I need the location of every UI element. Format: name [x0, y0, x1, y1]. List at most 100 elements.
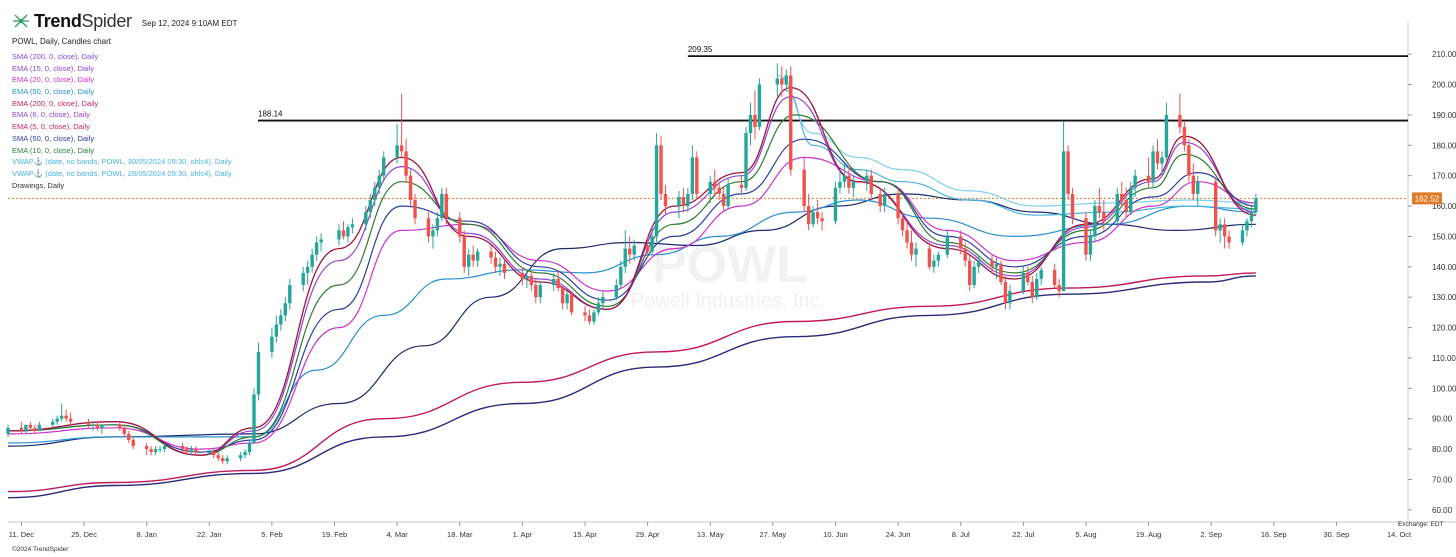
candle-body [994, 263, 999, 267]
candle-body [408, 175, 413, 200]
candle-body [158, 449, 162, 451]
horizontal-level-label: 209.35 [688, 45, 713, 54]
indicator-line [7, 96, 1256, 456]
candle-body [37, 424, 42, 431]
candle-body [1120, 193, 1124, 200]
legend-item[interactable]: SMA (50, 0, close), Daily [12, 133, 95, 143]
candle-body [364, 212, 368, 225]
y-tick-label: 110.00 [1432, 354, 1456, 363]
candle-body [663, 193, 668, 207]
x-tick-label: 8. Jul [952, 530, 970, 539]
legend-item[interactable]: EMA (200, 0, close), Daily [12, 98, 99, 108]
candle-body [86, 421, 91, 425]
candle-body [909, 242, 914, 255]
watermark-symbol: POWL [652, 236, 808, 294]
candle-body [628, 248, 632, 255]
candle-body [592, 312, 596, 322]
candle-body [462, 236, 466, 267]
legend-item[interactable]: EMA (50, 0, close), Daily [12, 87, 95, 97]
y-tick-label: 120.00 [1432, 324, 1456, 333]
x-tick-label: 4. Mar [387, 530, 409, 539]
candle-body [1155, 151, 1160, 164]
candle-body [726, 184, 730, 207]
candle-body [1097, 206, 1102, 213]
candle-body [967, 260, 972, 286]
x-tick-label: 25. Dec [71, 530, 97, 539]
x-tick-label: 15. Apr [573, 530, 597, 539]
legend-item[interactable]: EMA (10, 0, close), Daily [12, 145, 95, 155]
candle-body [382, 157, 386, 176]
candle-body [1240, 230, 1245, 243]
legend-item[interactable]: SMA (200, 0, close), Daily [12, 52, 99, 61]
candle-body [739, 184, 744, 188]
horizontal-level-label: 188.14 [258, 110, 283, 119]
brand-name: TrendSpider [34, 11, 132, 32]
candle-body [288, 285, 292, 304]
candle-body [1115, 193, 1119, 222]
legend-item[interactable]: EMA (6, 0, close), Daily [12, 110, 90, 120]
y-tick-label: 150.00 [1432, 232, 1456, 241]
candle-body [341, 230, 346, 237]
candle-body [243, 452, 247, 456]
candle-body [713, 181, 717, 188]
x-tick-label: 29. Apr [636, 530, 660, 539]
candle-body [493, 257, 498, 267]
candle-body [467, 254, 471, 267]
candle-body [601, 297, 605, 304]
y-tick-label: 140.00 [1432, 263, 1456, 272]
candle-body [865, 175, 869, 182]
candle-body [556, 278, 560, 289]
candle-body [153, 449, 158, 453]
candle-body [373, 187, 377, 200]
candle-body [905, 230, 909, 243]
indicator-line [7, 275, 1256, 499]
x-tick-label: 24. Jun [886, 530, 911, 539]
candle-body [19, 427, 24, 431]
legend-item[interactable]: Drawings, Daily [12, 180, 65, 190]
y-tick-label: 130.00 [1432, 293, 1456, 302]
candle-body [775, 78, 780, 85]
indicator-line [7, 193, 1256, 447]
indicator-line [7, 156, 1256, 450]
candle-body [1191, 175, 1196, 194]
x-tick-label: 5. Aug [1075, 530, 1096, 539]
watermark-company: Powell Industries, Inc. [631, 290, 826, 312]
candle-body [337, 230, 341, 240]
candle-body [1227, 236, 1231, 243]
candle-body [1124, 199, 1128, 213]
legend-item[interactable]: EMA (5, 0, close), Daily [12, 122, 90, 132]
candle-body [6, 427, 10, 434]
indicator-line [777, 74, 1256, 207]
legend-item[interactable]: VWAP⚓ (date, no bands, POWL, 28/05/2024 … [12, 168, 232, 178]
candle-body [279, 315, 283, 325]
candle-body [220, 458, 225, 462]
candle-body [440, 193, 444, 219]
candle-body [757, 84, 762, 128]
legend-item[interactable]: EMA (20, 0, close), Daily [12, 75, 95, 85]
candle-body [144, 446, 149, 450]
candle-body [659, 145, 663, 194]
candle-body [1213, 181, 1218, 231]
candle-body [717, 187, 721, 194]
y-tick-label: 100.00 [1432, 384, 1456, 393]
candle-body [1088, 236, 1093, 255]
legend-item[interactable]: EMA (15, 0, close), Daily [12, 63, 95, 73]
candle-body [927, 248, 932, 267]
legend-item[interactable]: VWAP⚓ (date, no bands, POWL, 30/05/2024 … [12, 157, 232, 167]
candle-body [59, 415, 64, 419]
trendspider-logo-icon [13, 14, 29, 28]
candle-body [314, 242, 319, 255]
candle-body [900, 218, 905, 231]
candle-body [784, 75, 788, 85]
candle-body [789, 75, 793, 170]
candle-body [225, 458, 229, 462]
candle-body [820, 218, 824, 222]
candle-body [1021, 272, 1026, 292]
candle-body [149, 449, 153, 453]
y-tick-label: 70.00 [1432, 475, 1453, 484]
candle-body [932, 260, 936, 267]
candle-body [811, 212, 815, 225]
x-tick-label: 14. Oct [1387, 530, 1412, 539]
candle-body [51, 421, 55, 425]
